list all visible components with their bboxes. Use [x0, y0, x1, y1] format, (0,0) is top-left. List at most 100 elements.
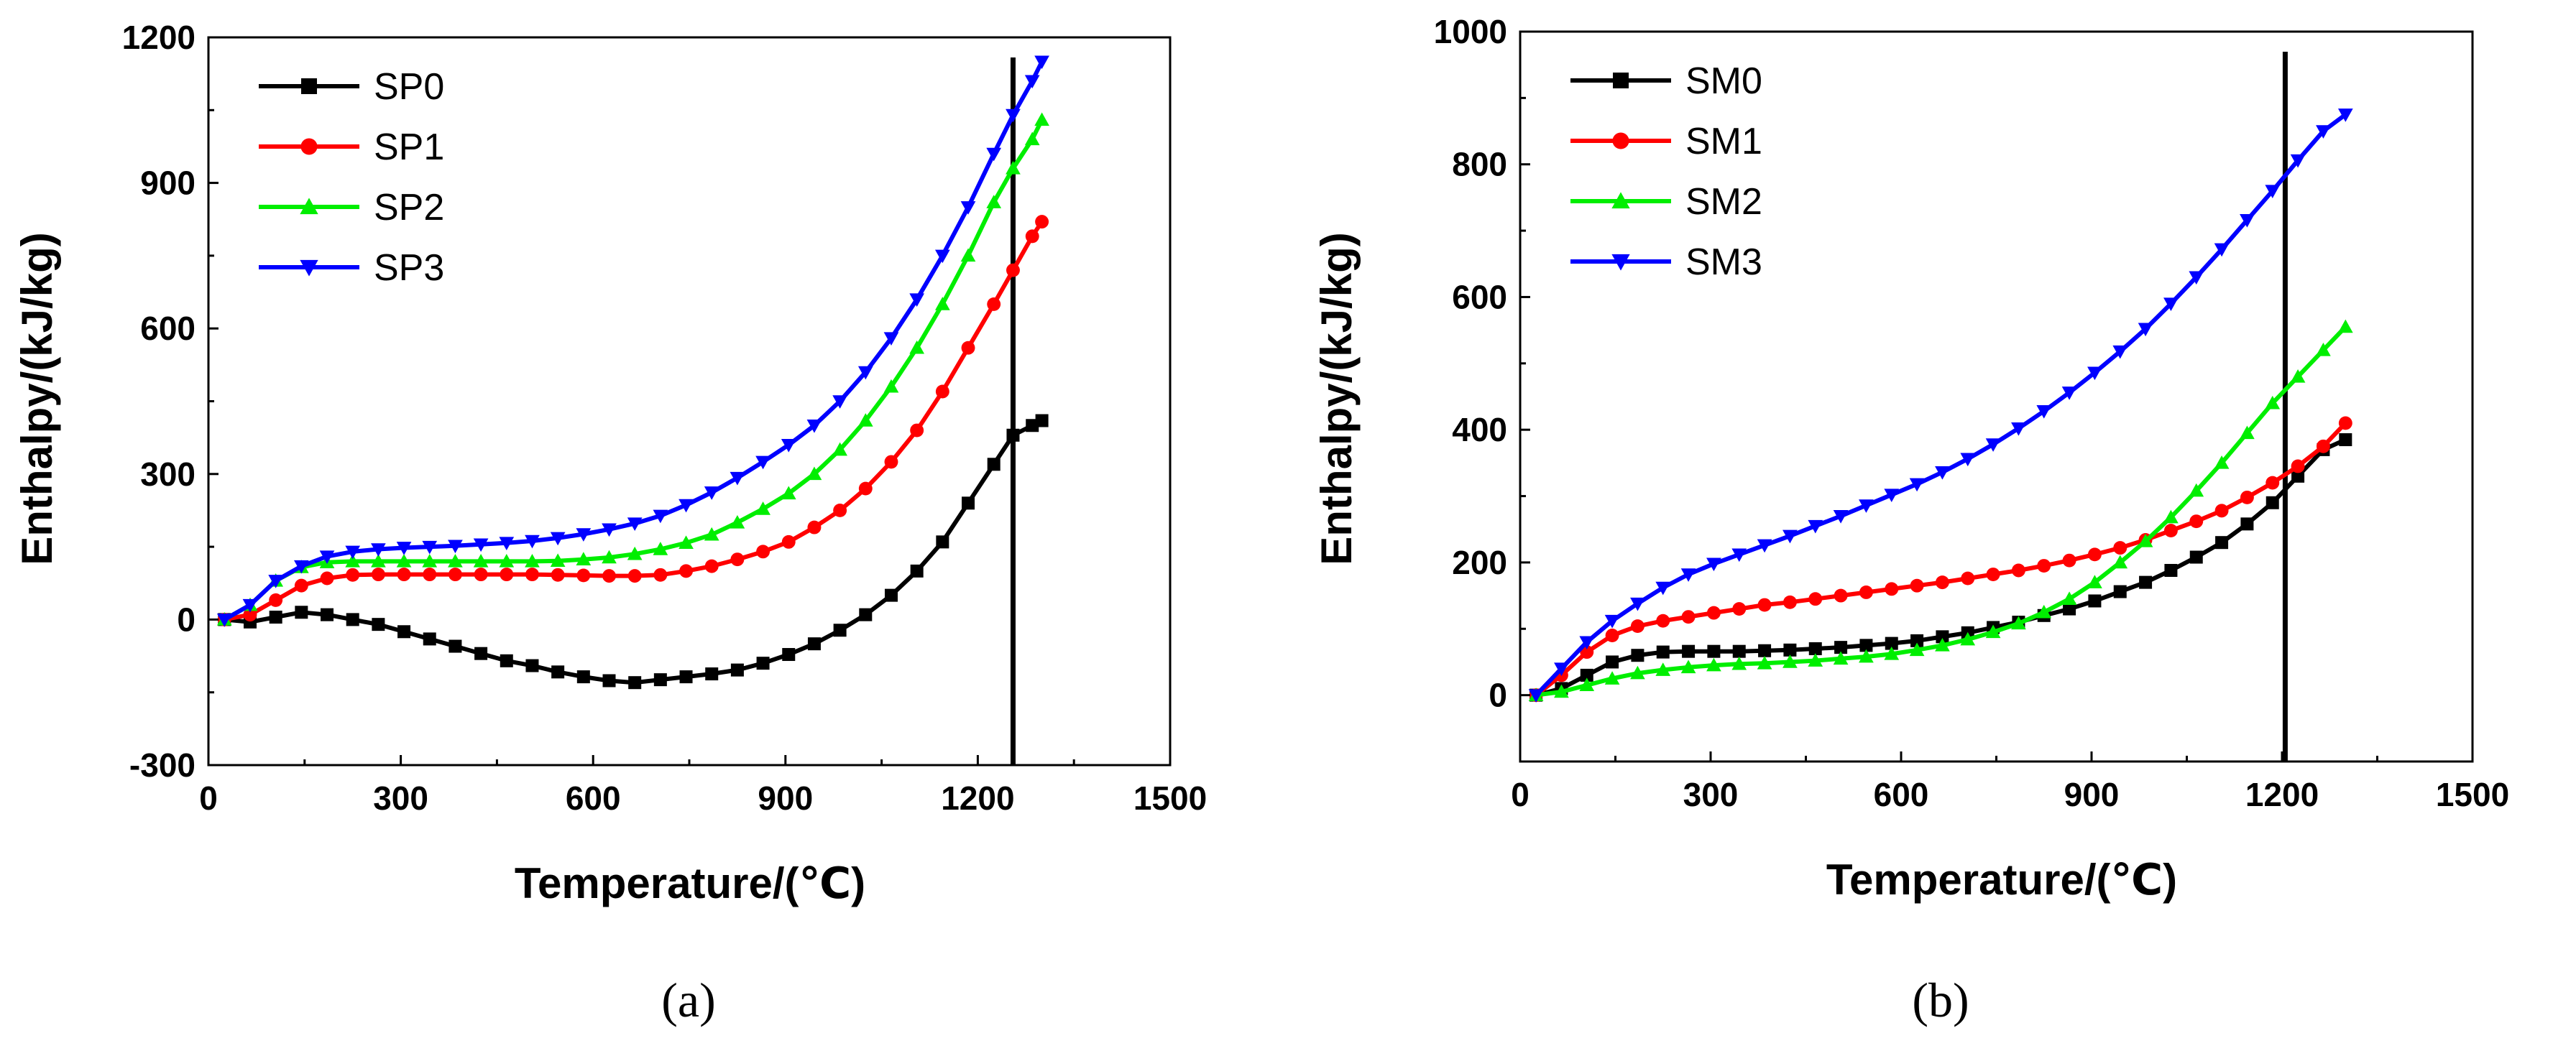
data-point — [1935, 466, 1950, 480]
data-point — [2011, 616, 2026, 630]
series-sp3 — [216, 55, 1049, 627]
data-point — [1035, 414, 1049, 427]
data-point — [1985, 438, 2001, 452]
data-point — [1808, 653, 1823, 667]
data-point — [602, 550, 617, 564]
panel-a-caption: (a) — [661, 973, 715, 1027]
data-point — [216, 614, 232, 627]
legend-marker — [1612, 132, 1629, 149]
data-point — [397, 568, 411, 582]
data-point — [448, 568, 462, 582]
data-point — [883, 379, 899, 393]
data-point — [448, 639, 462, 653]
data-point — [961, 341, 975, 355]
data-point — [2316, 342, 2331, 356]
data-point — [962, 496, 975, 510]
data-point — [909, 340, 925, 354]
data-point — [1706, 657, 1721, 672]
y-tick-label: 0 — [1489, 677, 1507, 714]
x-tick-label: 1200 — [941, 779, 1014, 817]
x-tick-label: 600 — [566, 779, 621, 817]
data-point — [321, 608, 334, 621]
data-point — [525, 534, 540, 549]
data-point — [576, 568, 591, 583]
data-point — [2316, 439, 2330, 453]
data-point — [1985, 624, 2001, 639]
series-sm1 — [1529, 416, 2352, 703]
y-tick-label: 600 — [140, 310, 196, 347]
data-point — [551, 568, 565, 582]
data-point — [679, 670, 693, 684]
legend-label: SM1 — [1685, 121, 1762, 162]
data-point — [1834, 641, 1848, 654]
data-point — [2189, 483, 2204, 497]
data-point — [2240, 517, 2254, 531]
data-point — [1758, 644, 1772, 657]
data-point — [1808, 519, 1823, 534]
data-point — [653, 509, 668, 524]
data-point — [2240, 425, 2255, 440]
data-point — [2240, 490, 2254, 504]
data-point — [1757, 598, 1772, 612]
legend-label: SP0 — [374, 66, 444, 108]
data-point — [396, 542, 412, 555]
legend-marker — [300, 259, 318, 277]
data-point — [2011, 563, 2025, 578]
data-point — [782, 648, 796, 662]
data-point — [857, 366, 873, 380]
data-point — [2266, 476, 2280, 490]
data-point — [1656, 614, 1670, 628]
y-tick-label: 400 — [1452, 411, 1507, 448]
legend-entry-sp0: SP0 — [259, 66, 444, 108]
data-point — [243, 608, 257, 622]
data-point — [422, 554, 438, 568]
data-point — [397, 625, 411, 639]
data-point — [755, 455, 770, 470]
data-point — [2214, 504, 2229, 518]
data-point — [1757, 655, 1772, 670]
data-point — [1006, 263, 1020, 277]
data-point — [936, 535, 949, 549]
data-point — [781, 534, 796, 549]
data-point — [1035, 215, 1049, 229]
data-point — [295, 606, 308, 619]
data-point — [1025, 229, 1039, 244]
data-point — [627, 517, 643, 532]
y-tick-label: 600 — [1452, 278, 1507, 315]
data-point — [319, 550, 335, 564]
data-point — [627, 546, 643, 560]
legend-entry-sm0: SM0 — [1570, 60, 1762, 102]
data-point — [371, 554, 386, 568]
data-point — [1680, 659, 1696, 674]
series-sm2 — [1528, 319, 2353, 701]
data-point — [2163, 524, 2178, 538]
data-point — [1909, 478, 1925, 492]
data-point — [987, 297, 1001, 311]
data-point — [1731, 548, 1747, 563]
data-point — [550, 532, 566, 546]
data-point — [653, 673, 667, 687]
data-point — [268, 575, 284, 588]
data-point — [833, 504, 847, 517]
data-point — [2036, 405, 2052, 419]
data-point — [628, 676, 642, 690]
data-point — [1630, 619, 1644, 634]
data-point — [1986, 568, 2000, 581]
data-point — [806, 466, 822, 481]
panel-b-caption: (b) — [1912, 973, 1969, 1027]
data-point — [960, 248, 976, 262]
x-tick-label: 1200 — [2245, 776, 2319, 813]
data-point — [242, 598, 258, 613]
data-point — [525, 659, 539, 672]
data-point — [755, 501, 770, 515]
data-point — [1859, 649, 1874, 663]
x-tick-label: 300 — [373, 779, 428, 817]
data-point — [1960, 453, 1976, 467]
data-point — [2011, 422, 2026, 436]
data-point — [1655, 581, 1671, 596]
data-point — [269, 611, 282, 624]
data-point — [1782, 529, 1798, 544]
data-point — [500, 654, 513, 667]
data-point — [2265, 185, 2281, 199]
data-point — [1580, 668, 1593, 682]
